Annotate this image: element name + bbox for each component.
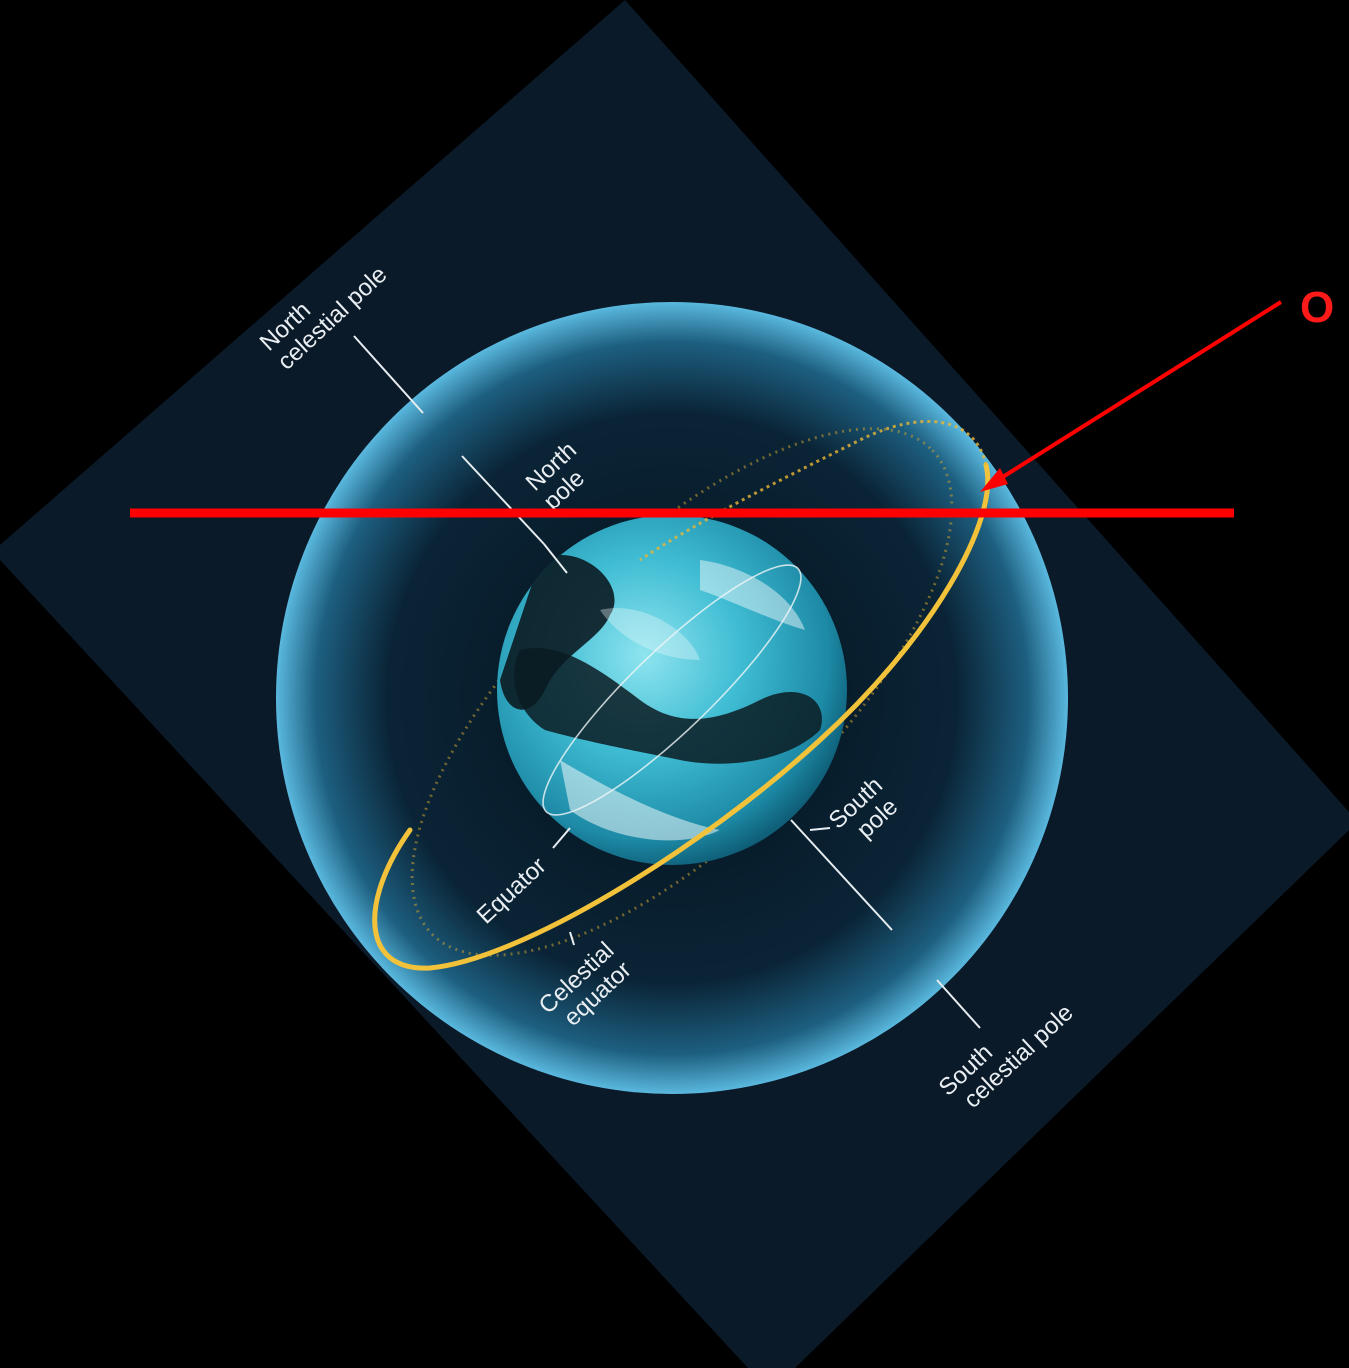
annotation-label: O	[1300, 283, 1334, 332]
earth	[497, 515, 847, 865]
celestial-equator	[372, 462, 991, 971]
red-pointer-line	[988, 300, 1283, 487]
celestial-equator-back	[410, 427, 954, 957]
celestial-equator-upper	[639, 420, 988, 562]
red-arrowhead	[980, 468, 1008, 492]
